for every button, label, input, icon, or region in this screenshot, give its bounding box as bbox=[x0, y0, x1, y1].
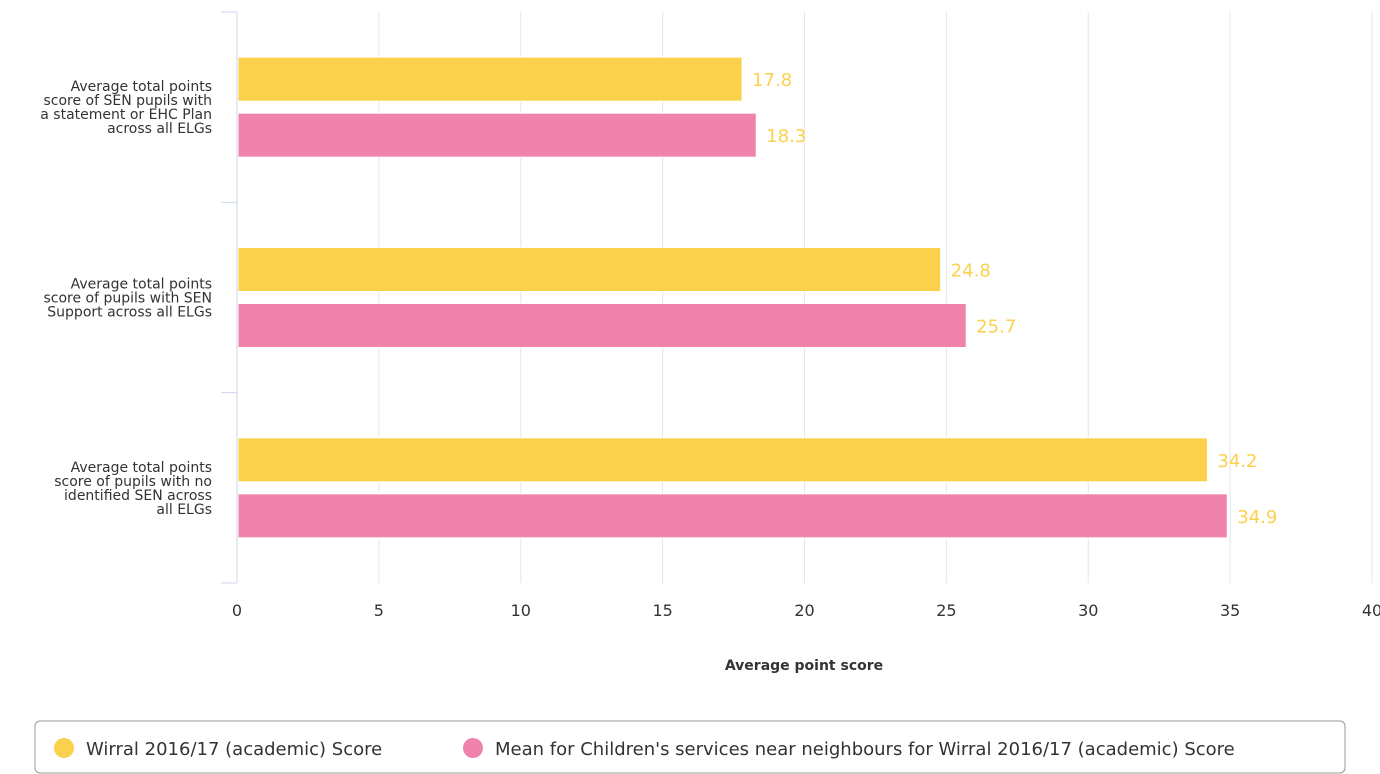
category-label-line: Average total points bbox=[71, 79, 212, 95]
category-label-line: Average total points bbox=[71, 460, 212, 476]
category-label-line: all ELGs bbox=[156, 502, 212, 518]
x-tick-label: 5 bbox=[374, 601, 384, 620]
x-tick-label: 40 bbox=[1362, 601, 1380, 620]
gridlines bbox=[378, 12, 1373, 583]
category-labels: Average total points score of SEN pupils … bbox=[40, 79, 212, 518]
bar bbox=[237, 303, 967, 348]
legend: Wirral 2016/17 (academic) Score Mean for … bbox=[34, 720, 1346, 774]
x-tick-labels: 0 5 10 15 20 25 30 35 40 bbox=[232, 601, 1380, 620]
legend-box bbox=[34, 720, 1346, 774]
category-axis bbox=[221, 11, 238, 584]
category-label-line: score of pupils with no bbox=[54, 474, 212, 490]
data-label: 18.3 bbox=[766, 126, 806, 147]
data-label: 17.8 bbox=[752, 70, 792, 91]
category-label: Average total points score of pupils with… bbox=[54, 460, 212, 518]
category-label-line: Average total points bbox=[71, 277, 212, 293]
bar bbox=[237, 437, 1208, 483]
data-labels: 17.8 18.3 24.8 25.7 34.2 34.9 bbox=[752, 70, 1277, 528]
category-label-line: score of SEN pupils with bbox=[43, 93, 212, 109]
x-tick-label: 25 bbox=[936, 601, 956, 620]
legend-label[interactable]: Mean for Children's services near neighb… bbox=[495, 739, 1235, 760]
category-label-line: a statement or EHC Plan bbox=[40, 107, 212, 123]
legend-label[interactable]: Wirral 2016/17 (academic) Score bbox=[86, 739, 382, 760]
x-tick-label: 15 bbox=[652, 601, 672, 620]
legend-marker bbox=[54, 738, 74, 758]
category-label-line: Support across all ELGs bbox=[47, 305, 212, 321]
category-label: Average total points score of pupils with… bbox=[43, 277, 212, 321]
x-tick-label: 20 bbox=[794, 601, 814, 620]
category-label: Average total points score of SEN pupils … bbox=[40, 79, 212, 137]
bar bbox=[237, 247, 942, 292]
category-label-line: across all ELGs bbox=[107, 121, 212, 137]
bar bbox=[237, 493, 1228, 539]
x-tick-label: 0 bbox=[232, 601, 242, 620]
bar bbox=[237, 56, 743, 102]
x-axis-title: Average point score bbox=[725, 658, 883, 674]
category-label-line: identified SEN across bbox=[64, 488, 212, 504]
bars bbox=[237, 56, 1228, 539]
data-label: 34.2 bbox=[1217, 451, 1257, 472]
data-label: 34.9 bbox=[1237, 507, 1277, 528]
bar bbox=[237, 112, 757, 158]
category-label-line: score of pupils with SEN bbox=[43, 291, 212, 307]
data-label: 25.7 bbox=[976, 317, 1016, 338]
legend-marker bbox=[463, 738, 483, 758]
x-tick-label: 30 bbox=[1078, 601, 1098, 620]
x-tick-label: 10 bbox=[511, 601, 531, 620]
x-tick-label: 35 bbox=[1220, 601, 1240, 620]
data-label: 24.8 bbox=[951, 261, 991, 282]
